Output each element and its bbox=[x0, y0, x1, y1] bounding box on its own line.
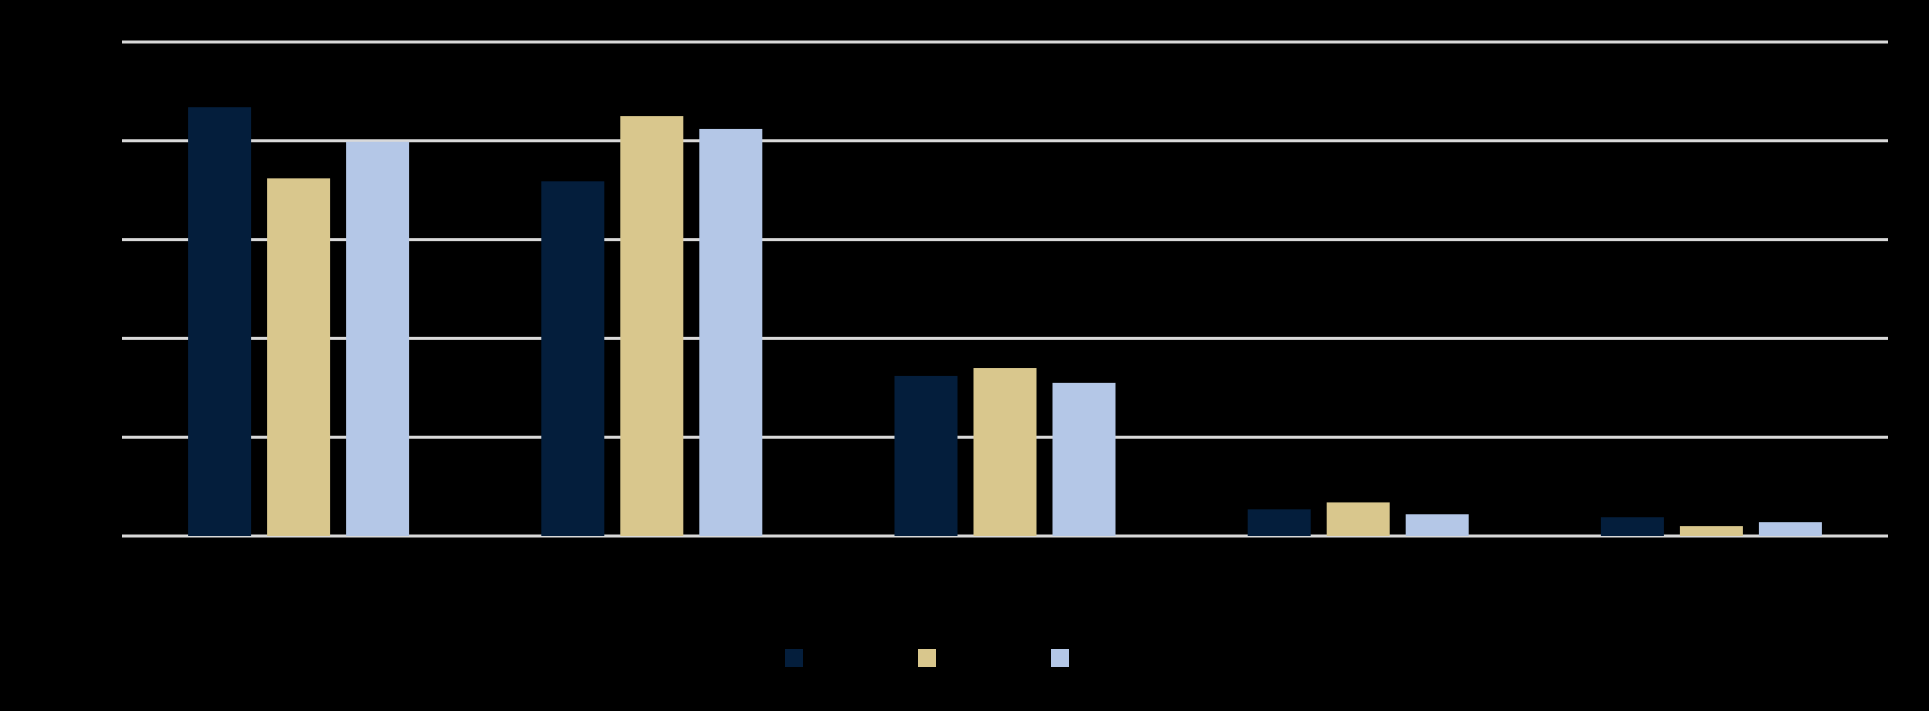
bar bbox=[699, 128, 763, 536]
bar bbox=[894, 375, 958, 536]
legend-swatch bbox=[785, 649, 803, 667]
bar bbox=[620, 116, 684, 536]
legend-swatch bbox=[918, 649, 936, 667]
bar bbox=[1405, 514, 1469, 536]
bar bbox=[1758, 522, 1822, 536]
bar bbox=[541, 181, 605, 537]
bar bbox=[1679, 526, 1743, 536]
legend-swatch bbox=[1051, 649, 1069, 667]
bar bbox=[973, 368, 1037, 536]
bar bbox=[346, 141, 410, 536]
bar bbox=[1326, 502, 1390, 536]
bar bbox=[188, 107, 252, 536]
bar bbox=[1052, 382, 1116, 536]
bar bbox=[1600, 517, 1664, 536]
bar bbox=[267, 178, 331, 536]
bar bbox=[1247, 509, 1311, 536]
